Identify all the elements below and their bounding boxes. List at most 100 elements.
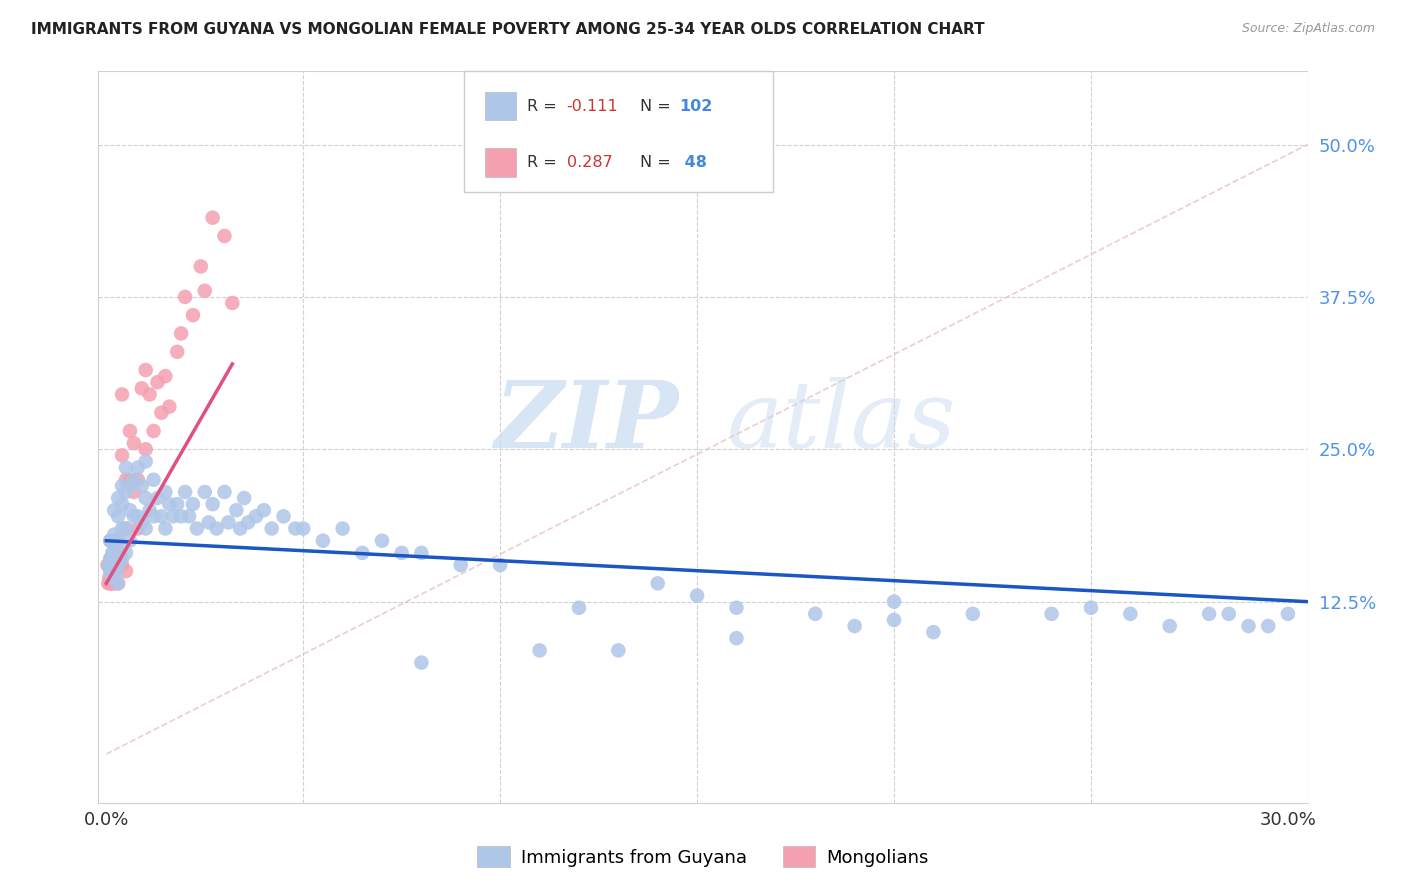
Point (804, 607, 827, 621)
Point (107, 558, 129, 573)
Point (142, 473, 165, 487)
Point (1257, 619, 1279, 633)
Point (221, 296, 243, 310)
Point (150, 406, 173, 420)
Point (107, 533, 129, 548)
Point (568, 600, 591, 615)
Point (686, 589, 709, 603)
Point (111, 552, 134, 566)
Point (201, 211, 224, 225)
Text: R =: R = (527, 155, 562, 169)
Point (194, 284, 217, 298)
Point (166, 344, 188, 359)
Point (107, 491, 129, 505)
Point (236, 516, 259, 530)
Point (844, 619, 866, 633)
Point (107, 576, 129, 591)
Point (155, 521, 177, 535)
Point (162, 509, 184, 524)
Text: N =: N = (640, 99, 676, 113)
Point (962, 607, 984, 621)
Point (103, 533, 125, 548)
Text: R =: R = (527, 99, 562, 113)
Text: -0.111: -0.111 (567, 99, 619, 113)
Point (883, 594, 905, 608)
Point (225, 503, 247, 517)
Point (1277, 607, 1299, 621)
Point (138, 387, 160, 401)
Point (233, 491, 256, 505)
Point (98, 570, 121, 584)
Point (450, 558, 472, 573)
Point (201, 497, 224, 511)
Text: Source: ZipAtlas.com: Source: ZipAtlas.com (1241, 22, 1375, 36)
Point (217, 516, 239, 530)
Point (103, 576, 125, 591)
Point (103, 558, 125, 573)
Point (103, 552, 125, 566)
Point (122, 509, 145, 524)
Point (391, 546, 413, 560)
Point (111, 521, 134, 535)
Point (111, 448, 134, 462)
Point (111, 558, 134, 573)
Point (115, 564, 138, 578)
Point (127, 509, 149, 524)
Legend: Immigrants from Guyana, Mongolians: Immigrants from Guyana, Mongolians (470, 839, 936, 874)
Point (111, 479, 134, 493)
Point (146, 376, 169, 390)
Point (98, 558, 121, 573)
Point (122, 436, 145, 450)
Point (1218, 607, 1240, 621)
Point (97, 558, 120, 573)
Point (273, 509, 295, 524)
Point (101, 570, 124, 584)
Point (1119, 607, 1142, 621)
Point (103, 570, 125, 584)
Point (166, 497, 188, 511)
Point (174, 485, 197, 500)
Point (214, 229, 236, 244)
Point (157, 497, 180, 511)
Point (1159, 619, 1181, 633)
Point (1237, 619, 1260, 633)
Point (115, 521, 138, 535)
Point (135, 454, 157, 468)
Point (98, 533, 121, 548)
Point (107, 509, 129, 524)
Point (725, 632, 748, 646)
Point (647, 576, 669, 591)
Point (107, 576, 129, 591)
Point (411, 546, 433, 560)
Text: N =: N = (640, 155, 676, 169)
Point (115, 473, 138, 487)
Point (131, 479, 153, 493)
Point (332, 521, 354, 535)
Point (177, 509, 200, 524)
Point (122, 485, 145, 500)
Text: ZIP: ZIP (495, 377, 679, 467)
Point (1198, 607, 1220, 621)
Point (127, 473, 149, 487)
Point (115, 460, 138, 475)
Text: 0.287: 0.287 (567, 155, 613, 169)
Point (103, 546, 125, 560)
Point (118, 473, 141, 487)
Text: IMMIGRANTS FROM GUYANA VS MONGOLIAN FEMALE POVERTY AMONG 25-34 YEAR OLDS CORRELA: IMMIGRANTS FROM GUYANA VS MONGOLIAN FEMA… (31, 22, 984, 37)
Point (103, 503, 125, 517)
Point (135, 491, 157, 505)
Point (142, 424, 165, 438)
Point (190, 260, 212, 274)
Point (105, 533, 128, 548)
Point (96, 558, 118, 573)
Point (883, 613, 905, 627)
Point (922, 625, 945, 640)
Point (352, 546, 374, 560)
Point (105, 564, 128, 578)
Point (1080, 600, 1102, 615)
Point (131, 516, 153, 530)
Point (107, 558, 129, 573)
Point (312, 533, 335, 548)
Point (101, 558, 124, 573)
Point (1040, 607, 1063, 621)
